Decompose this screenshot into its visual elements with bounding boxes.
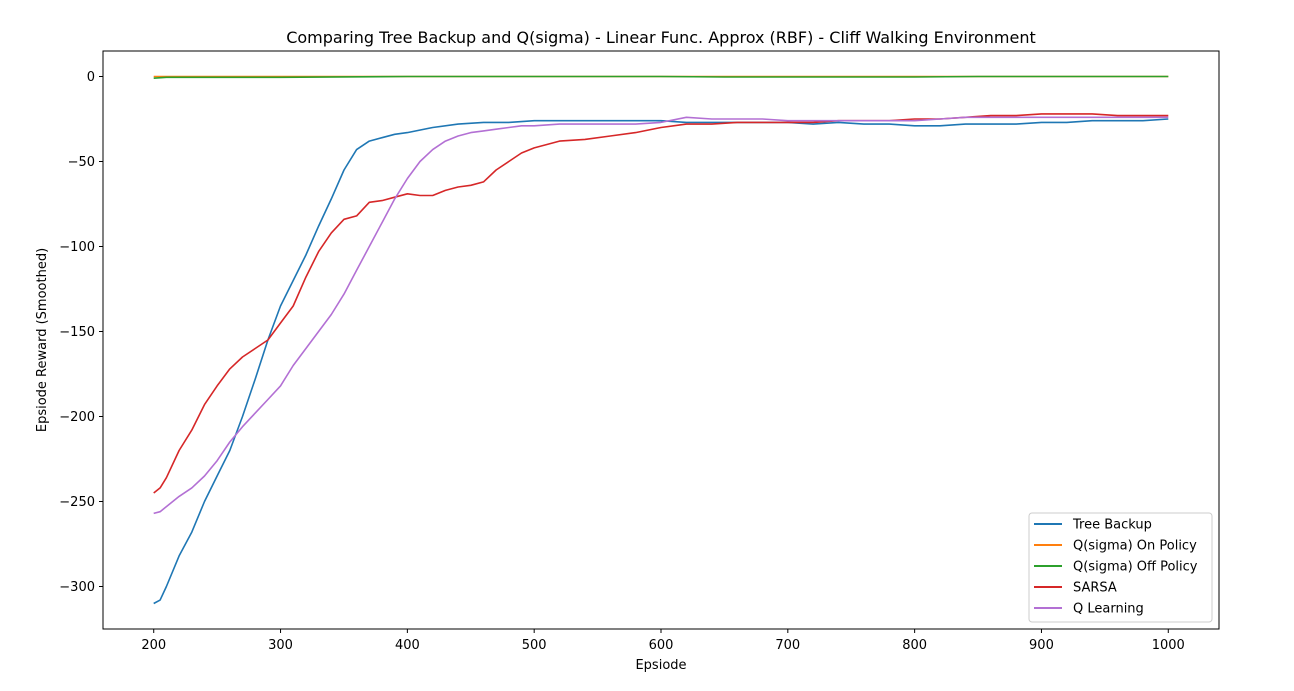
series-line-2 (153, 75, 1169, 79)
x-tick-label: 600 (649, 638, 674, 653)
y-tick-label: −200 (59, 410, 95, 425)
legend-label: Q(sigma) Off Policy (1073, 560, 1198, 575)
legend-label: Tree Backup (1072, 518, 1152, 533)
legend-label: Q(sigma) On Policy (1073, 539, 1197, 554)
chart-title: Comparing Tree Backup and Q(sigma) - Lin… (286, 28, 1036, 47)
y-tick-label: −250 (59, 495, 95, 510)
y-tick-label: −300 (59, 580, 95, 595)
x-tick-label: 900 (1029, 638, 1054, 653)
y-tick-label: −50 (68, 155, 95, 170)
y-axis-label: Epsiode Reward (Smoothed) (35, 248, 50, 432)
series-line-3 (153, 113, 1169, 494)
x-tick-label: 1000 (1152, 638, 1185, 653)
x-axis-label: Epsiode (635, 658, 686, 673)
x-tick-label: 400 (395, 638, 420, 653)
series-line-0 (153, 118, 1169, 605)
legend-label: SARSA (1073, 581, 1117, 596)
x-tick-label: 500 (522, 638, 547, 653)
x-tick-label: 200 (141, 638, 166, 653)
x-axis-ticks: 200 300 400 500 600 700 800 900 1000 (141, 629, 1185, 653)
y-tick-label: 0 (87, 70, 95, 85)
x-tick-label: 300 (268, 638, 293, 653)
x-tick-label: 800 (902, 638, 927, 653)
legend-items: Tree Backup Q(sigma) On Policy Q(sigma) Of… (1034, 518, 1198, 617)
y-axis-ticks: 0 −50 −100 −150 −200 −250 −300 (59, 70, 103, 595)
x-tick-label: 700 (775, 638, 800, 653)
legend-label: Q Learning (1073, 602, 1144, 617)
plot-lines (153, 75, 1169, 605)
legend-box (1028, 512, 1213, 623)
y-tick-label: −150 (59, 325, 95, 340)
y-tick-label: −100 (59, 240, 95, 255)
legend: Tree Backup Q(sigma) On Policy Q(sigma) Of… (1028, 512, 1213, 623)
series-line-4 (153, 116, 1169, 515)
